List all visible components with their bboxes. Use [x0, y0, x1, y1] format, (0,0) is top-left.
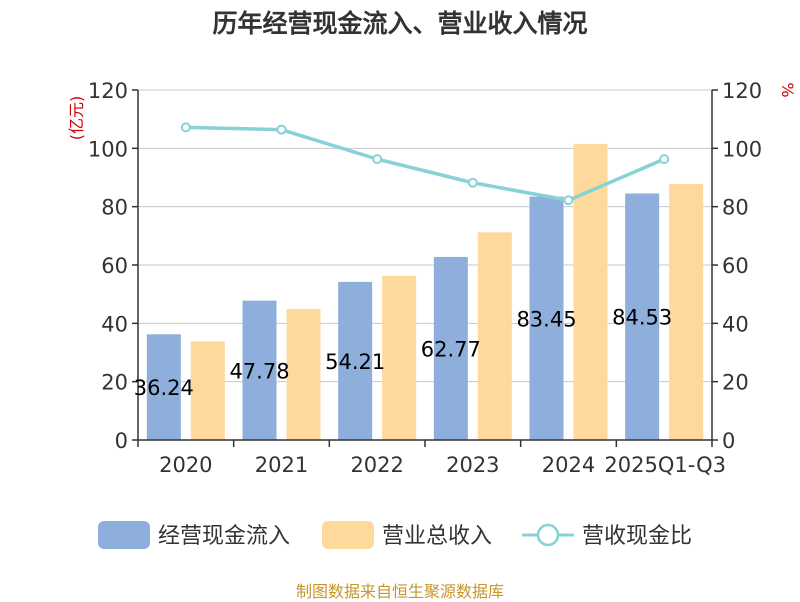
bar-inflow [433, 256, 468, 440]
right-tick-label: 60 [722, 254, 749, 278]
bar-revenue [573, 143, 608, 441]
x-tick-label: 2021 [255, 453, 308, 477]
legend: 经营现金流入 营业总收入 营收现金比 [98, 521, 692, 549]
left-tick-label: 40 [101, 312, 128, 336]
left-tick-label: 80 [101, 196, 128, 220]
legend-label-inflow: 经营现金流入 [158, 524, 290, 549]
bar-inflow-value-label: 83.45 [516, 307, 576, 331]
bar-inflow-value-label: 47.78 [229, 359, 289, 383]
bar-revenue [286, 309, 321, 440]
x-tick-label: 2020 [159, 453, 212, 477]
axes [132, 89, 718, 447]
data-labels: 36.24 47.78 54.21 62.77 83.45 84.53 [134, 306, 672, 400]
data-source-note: 制图数据来自恒生聚源数据库 [295, 582, 504, 601]
legend-swatch-inflow [98, 521, 150, 549]
left-tick-label: 100 [88, 137, 128, 161]
ratio-point [659, 154, 670, 165]
right-tick-label: 80 [722, 196, 749, 220]
ratio-line [185, 125, 665, 203]
x-tick-label: 2024 [542, 453, 595, 477]
bar-inflow-value-label: 84.53 [612, 306, 672, 330]
bar-inflow-value-label: 62.77 [421, 337, 481, 361]
gridlines [138, 89, 712, 383]
x-tick-label: 2025Q1-Q3 [604, 453, 726, 477]
legend-swatch-revenue [322, 521, 374, 549]
left-tick-label: 60 [101, 254, 128, 278]
right-axis-unit: % [778, 82, 797, 97]
left-tick-label: 0 [115, 429, 128, 453]
legend-swatch-ratio-marker [536, 523, 560, 547]
chart-title: 历年经营现金流入、营业收入情况 [212, 9, 588, 38]
legend-label-ratio: 营收现金比 [582, 524, 692, 549]
line-series [180, 122, 670, 206]
right-tick-label: 0 [722, 429, 735, 453]
bar-inflow-value-label: 36.24 [134, 376, 194, 400]
left-axis-unit: (亿元) [67, 96, 86, 141]
tick-labels: 0 20 40 60 80 100 120 0 20 40 60 80 100 120 2020 2021 20… [88, 79, 762, 477]
bar-revenue [190, 341, 225, 440]
ratio-point [276, 124, 287, 135]
bar-inflow-value-label: 54.21 [325, 350, 385, 374]
ratio-point [180, 122, 191, 133]
left-tick-label: 120 [88, 79, 128, 103]
bar-inflow [529, 196, 564, 440]
right-tick-label: 20 [722, 371, 749, 395]
bar-inflow [338, 281, 373, 440]
bar-revenue [382, 275, 417, 440]
right-tick-label: 120 [722, 79, 762, 103]
x-tick-label: 2023 [446, 453, 499, 477]
legend-label-revenue: 营业总收入 [382, 524, 492, 549]
bar-inflow [242, 300, 277, 440]
bar-inflow [625, 193, 660, 440]
bar-revenue [477, 232, 512, 440]
x-tick-label: 2022 [350, 453, 403, 477]
bar-inflow [146, 334, 181, 440]
ratio-point [372, 154, 383, 165]
ratio-point [563, 195, 574, 206]
bar-revenue [669, 183, 704, 440]
left-tick-label: 20 [101, 371, 128, 395]
ratio-point [467, 177, 478, 188]
right-tick-label: 40 [722, 312, 749, 336]
right-tick-label: 100 [722, 137, 762, 161]
bar-series [146, 143, 704, 441]
